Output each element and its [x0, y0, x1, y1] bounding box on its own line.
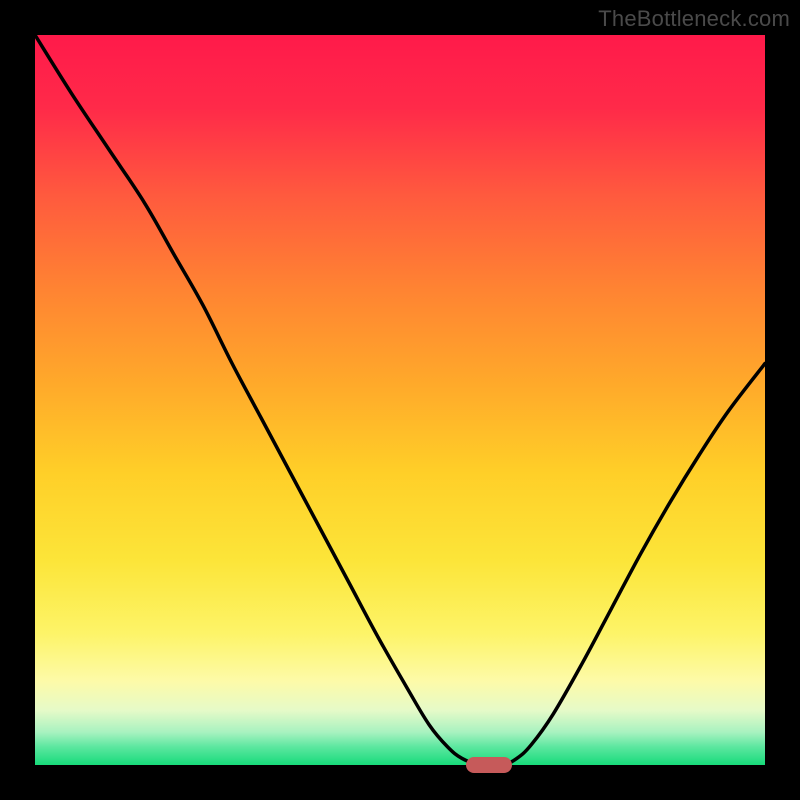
- optimal-marker: [466, 757, 512, 773]
- chart-frame: TheBottleneck.com: [0, 0, 800, 800]
- bottleneck-curve: [35, 35, 765, 765]
- curve-svg: [35, 35, 765, 765]
- watermark-text: TheBottleneck.com: [598, 6, 790, 32]
- plot-area: [35, 35, 765, 765]
